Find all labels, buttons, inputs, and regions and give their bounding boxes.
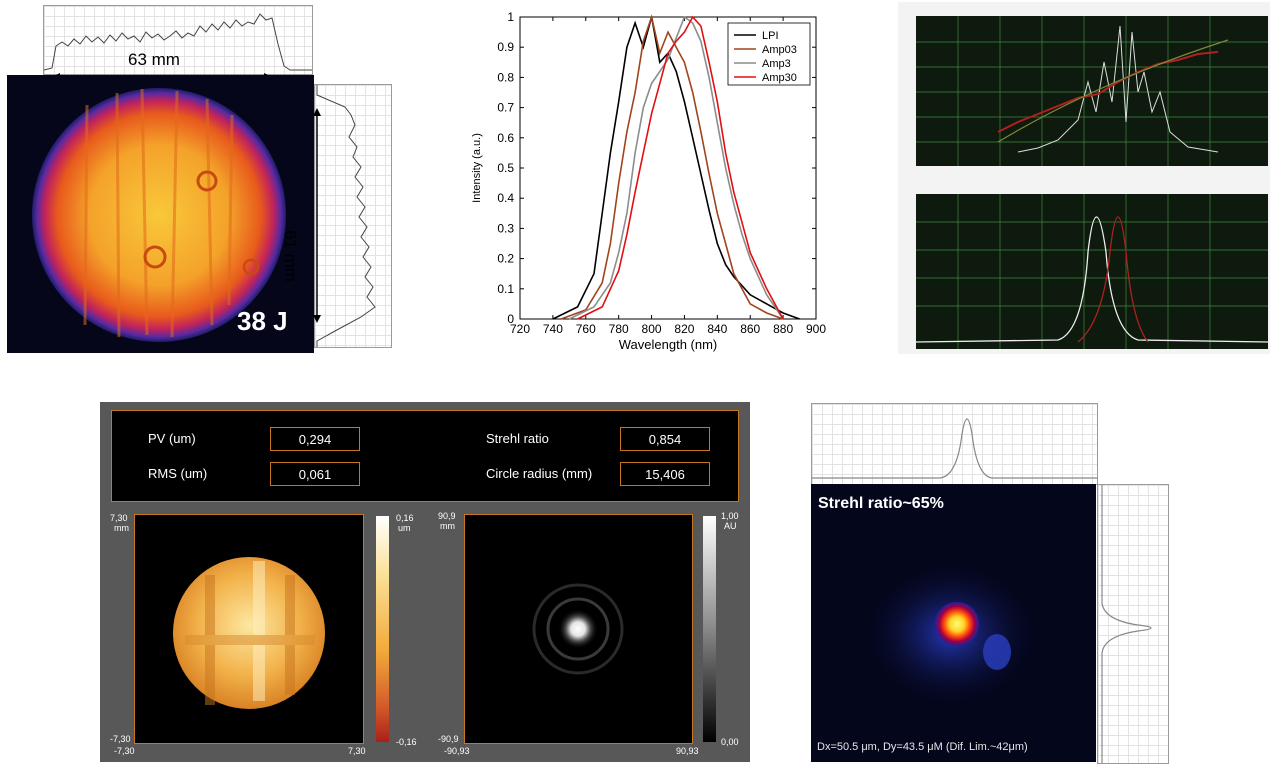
phase-x-right: 7,30 [348, 746, 366, 756]
x-tick-label: 880 [773, 322, 793, 336]
x-tick-label: 760 [576, 322, 596, 336]
x-tick-label: 800 [642, 322, 662, 336]
psf-scale-bottom: 0,00 [721, 737, 739, 747]
legend-label-amp3: Amp3 [762, 58, 791, 70]
strehl-value[interactable]: 0,854 [620, 427, 710, 451]
vertical-profile-trace [316, 85, 376, 347]
y-tick-label: 0.1 [497, 282, 514, 296]
phase-scale-top: 0,16 [396, 513, 414, 523]
energy-label: 38 J [237, 306, 288, 336]
pv-label: PV (um) [148, 431, 196, 446]
x-axis-label: Wavelength (nm) [619, 337, 718, 352]
y-axis-label: Intensity (a.u.) [471, 133, 483, 203]
y-tick-label: 0.8 [497, 70, 514, 84]
rms-label: RMS (um) [148, 466, 208, 481]
focal-horizontal-trace [812, 418, 1097, 479]
phase-scale-unit: um [398, 523, 411, 533]
radius-value[interactable]: 15,406 [620, 462, 710, 486]
y-tick-label: 0.3 [497, 221, 514, 235]
radius-label: Circle radius (mm) [486, 466, 593, 481]
psf-map [464, 514, 693, 744]
rms-value[interactable]: 0,061 [270, 462, 360, 486]
horizontal-profile-trace [43, 13, 312, 71]
legend-label-amp30: Amp30 [762, 72, 797, 84]
x-tick-label: 900 [806, 322, 826, 336]
phase-map [134, 514, 364, 744]
y-tick-label: 1 [507, 10, 514, 24]
x-tick-label: 860 [740, 322, 760, 336]
focal-horizontal-profile [811, 403, 1098, 485]
wavefront-stats: PV (um) 0,294 RMS (um) 0,061 Strehl rati… [111, 410, 739, 502]
phase-scale-bottom: -0,16 [396, 737, 417, 747]
x-tick-label: 780 [609, 322, 629, 336]
phase-colorbar [376, 516, 389, 742]
phase-y-unit: mm [114, 523, 129, 533]
phase-x-left: -7,30 [114, 746, 135, 756]
psf-scale-top: 1,00 [721, 511, 739, 521]
spectral-phase-screenshot [898, 2, 1270, 354]
y-tick-label: 0.2 [497, 252, 514, 266]
height-arrow [313, 108, 321, 323]
horizontal-profile-plot [43, 5, 313, 75]
wavefront-panel: PV (um) 0,294 RMS (um) 0,061 Strehl rati… [100, 402, 750, 762]
x-tick-label: 740 [543, 322, 563, 336]
psf-colorbar [703, 516, 716, 742]
strehl-label: Strehl ratio [486, 431, 549, 446]
legend-label-amp03: Amp03 [762, 44, 797, 56]
focal-title: Strehl ratio~65% [818, 495, 944, 512]
psf-y-bottom: -90,9 [438, 734, 459, 744]
x-tick-label: 720 [510, 322, 530, 336]
series-line-amp03 [560, 14, 784, 320]
beam-image [7, 75, 314, 353]
height-label: 61 mm [281, 230, 300, 282]
phase-y-top: 7,30 [110, 513, 128, 523]
series-line-amp3 [568, 15, 784, 320]
x-tick-label: 820 [674, 322, 694, 336]
series-line-amp30 [577, 15, 784, 320]
psf-y-top: 90,9 [438, 511, 456, 521]
psf-x-right: 90,93 [676, 746, 699, 756]
focal-spot-image [811, 484, 1096, 762]
psf-scale-unit: AU [724, 521, 737, 531]
vertical-profile-plot [314, 84, 392, 348]
x-tick-label: 840 [707, 322, 727, 336]
y-tick-label: 0.5 [497, 161, 514, 175]
psf-x-left: -90,93 [444, 746, 470, 756]
width-label: 63 mm [128, 50, 180, 69]
focal-vertical-profile [1097, 484, 1169, 764]
y-tick-label: 0 [507, 312, 514, 326]
legend-label-lpi: LPI [762, 30, 779, 42]
focal-caption: Dx=50.5 μm, Dy=43.5 μM (Dif. Lim.~42μm) [817, 741, 1028, 753]
focal-vertical-trace [1101, 485, 1152, 763]
legend-box [727, 22, 811, 86]
spectrum-chart: 720 740 760 780 800 820 840 860 880 900 0 0.1 0.2 0.3… [471, 10, 826, 352]
y-tick-label: 0.9 [497, 40, 514, 54]
psf-y-unit: mm [440, 521, 455, 531]
phase-y-bottom: -7,30 [110, 734, 131, 744]
pv-value[interactable]: 0,294 [270, 427, 360, 451]
y-tick-label: 0.4 [497, 191, 514, 205]
y-tick-label: 0.6 [497, 131, 514, 145]
y-tick-label: 0.7 [497, 101, 514, 115]
